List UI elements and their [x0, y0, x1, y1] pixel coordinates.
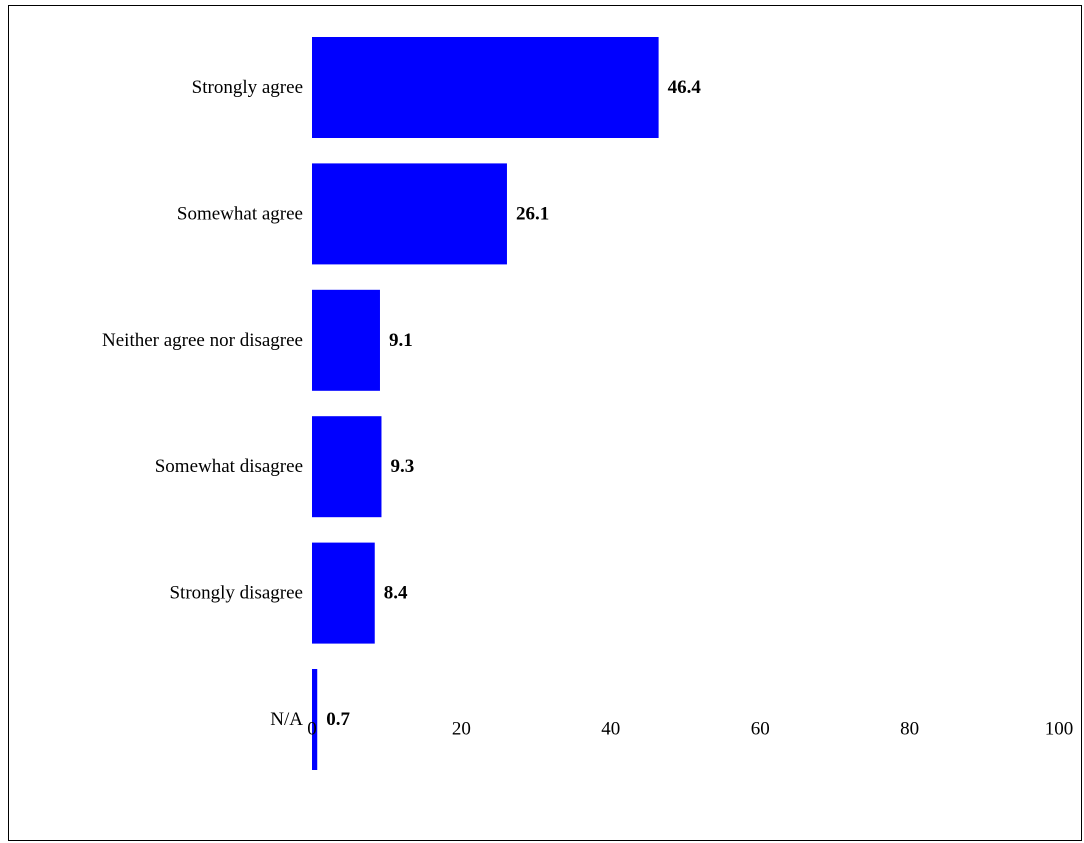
bar-somewhat-disagree	[312, 416, 382, 518]
x-tick-label-60: 60	[751, 719, 770, 740]
x-tick-label-0: 0	[307, 719, 317, 740]
category-label-neither-agree-nor-disagree: Neither agree nor disagree	[102, 330, 303, 351]
bars-group	[312, 37, 659, 770]
value-label-neither-agree-nor-disagree: 9.1	[389, 330, 413, 351]
bar-n-a	[312, 669, 318, 770]
x-tick-label-80: 80	[900, 719, 919, 740]
category-label-somewhat-agree: Somewhat agree	[177, 203, 303, 224]
x-tick-label-20: 20	[452, 719, 471, 740]
x-tick-label-40: 40	[601, 719, 620, 740]
x-tick-label-100: 100	[1045, 719, 1074, 740]
category-labels-group: Strongly agree Somewhat agree Neither agre…	[102, 77, 303, 730]
value-label-somewhat-agree: 26.1	[516, 203, 549, 224]
value-label-somewhat-disagree: 9.3	[390, 456, 414, 477]
x-axis-ticks-group: 0 20 40 60 80 100	[307, 719, 1073, 740]
category-label-strongly-disagree: Strongly disagree	[169, 583, 303, 604]
value-label-strongly-agree: 46.4	[668, 77, 702, 98]
chart-frame	[8, 5, 1082, 841]
bar-strongly-agree	[312, 37, 659, 138]
bar-strongly-disagree	[312, 542, 375, 644]
category-label-n-a: N/A	[270, 709, 303, 730]
value-label-n-a: 0.7	[326, 709, 350, 730]
bar-somewhat-agree	[312, 163, 507, 265]
bar-neither-agree-nor-disagree	[312, 289, 380, 391]
value-labels-group: 46.4 26.1 9.1 9.3 8.4 0.7	[326, 77, 701, 730]
value-label-strongly-disagree: 8.4	[384, 583, 408, 604]
category-label-strongly-agree: Strongly agree	[192, 77, 303, 98]
category-label-somewhat-disagree: Somewhat disagree	[155, 456, 303, 477]
